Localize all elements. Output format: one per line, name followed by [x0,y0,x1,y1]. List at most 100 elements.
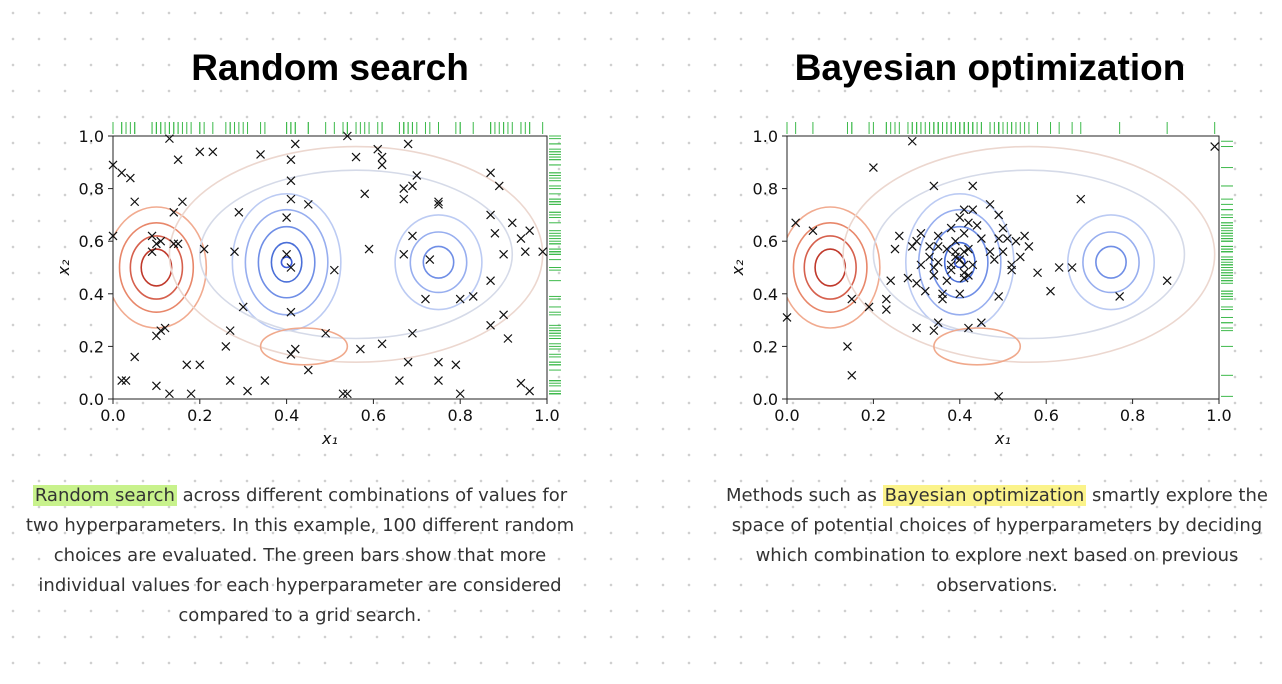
point [933,231,943,241]
point [933,242,943,251]
contour [270,241,303,283]
point [1015,252,1025,262]
point [959,205,969,215]
point [912,236,922,246]
point [946,260,956,270]
x-tick-label: 0.0 [774,406,799,425]
point [125,173,135,183]
point [286,176,296,186]
point [989,255,999,265]
contour [129,235,184,300]
point [907,136,917,146]
point [1076,194,1086,204]
point [421,294,430,304]
point [847,294,857,304]
contour [259,327,349,366]
y-tick-label: 0.4 [753,285,778,304]
point [912,323,922,333]
point [225,376,235,386]
point [151,381,161,391]
point [998,247,1008,257]
point [968,260,978,270]
point [399,184,409,194]
contour [803,235,857,300]
point [499,249,509,259]
x-tick-label: 0.4 [274,406,299,425]
point [942,276,952,286]
point [486,210,496,220]
y-tick-label: 0.0 [753,390,778,409]
point [1115,292,1125,301]
point [156,236,166,246]
y-tick-label: 0.2 [753,337,778,356]
point [912,278,922,288]
point [342,131,352,141]
point [985,199,995,209]
caption-highlight: Bayesian optimization [882,485,1087,506]
contour [113,206,208,329]
point [959,228,969,238]
point [525,386,535,396]
point [195,360,205,370]
point [516,234,526,243]
point [1002,234,1012,243]
x-tick-label: 0.6 [361,406,386,425]
point [1046,286,1055,296]
point [1162,276,1172,286]
point [946,223,956,233]
point [286,263,296,272]
contour [792,221,868,314]
point [847,370,857,380]
plot-area [787,136,1219,399]
point [920,286,930,296]
contour [231,193,342,332]
point [486,168,496,178]
point [377,339,387,349]
point [929,181,939,191]
point [998,223,1008,233]
y-tick-label: 0.2 [79,337,104,356]
point [225,326,235,336]
point [156,326,166,336]
point [195,147,205,157]
point [130,352,140,362]
point [151,239,161,249]
contours [113,145,544,366]
point [425,255,435,265]
point [968,205,978,215]
point [1024,242,1034,251]
point [256,149,265,159]
point [178,197,187,207]
point [968,181,978,191]
point [868,163,878,172]
contour [409,231,468,294]
caption-left: Random search across different combinati… [20,481,580,631]
point [164,134,174,144]
point [468,292,478,301]
point [282,213,292,222]
contour [1095,245,1127,279]
point [160,323,170,333]
point [321,328,331,338]
y-tick-label: 0.8 [79,180,104,199]
plot-area [113,136,547,399]
point [434,357,443,367]
point [985,247,995,257]
point [520,247,530,257]
point [234,207,244,217]
point [1011,236,1021,246]
point [886,276,896,286]
point [399,249,409,259]
contour [244,208,329,316]
point [408,231,417,241]
caption-text: across different combinations of values … [25,485,575,626]
x-axis-label: x₁ [321,429,338,448]
x-tick-label: 0.8 [447,406,472,425]
point [955,255,965,265]
y-tick-label: 0.8 [753,180,778,199]
point [282,249,292,259]
point [399,194,409,204]
point [286,307,296,317]
point [1033,268,1042,278]
point [486,320,496,330]
